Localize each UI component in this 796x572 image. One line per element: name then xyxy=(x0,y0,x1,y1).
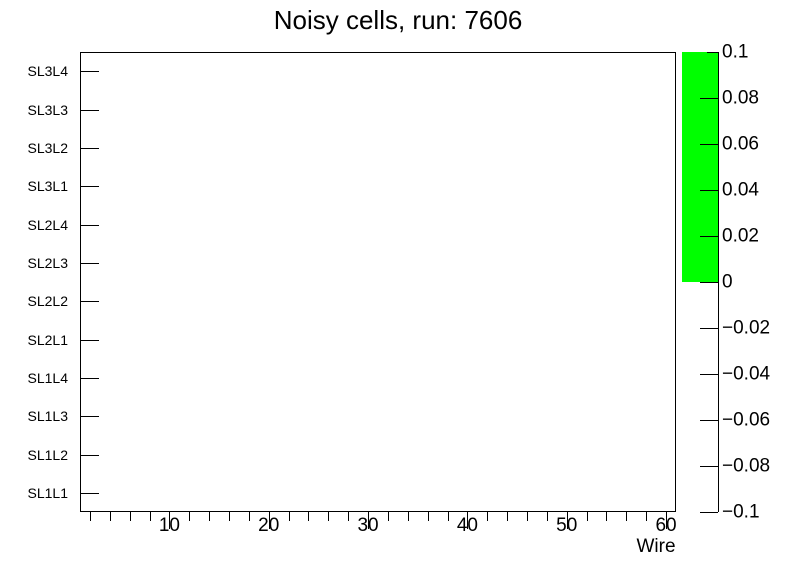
x-axis-title: Wire xyxy=(636,536,676,557)
z-axis-tick-label: 0 xyxy=(722,271,733,293)
z-axis-tick-label: 0.02 xyxy=(722,225,759,247)
y-axis-tick-label: SL3L3 xyxy=(27,101,68,118)
y-axis-tick-mark xyxy=(80,224,99,226)
z-axis-tick-label: −0.1 xyxy=(722,501,760,523)
z-axis-tick-mark xyxy=(700,512,718,513)
y-axis-tick-mark xyxy=(80,147,99,149)
x-axis-minor-tick xyxy=(149,512,151,521)
y-axis-tick-mark xyxy=(80,492,99,494)
x-axis-tick-label: 10 xyxy=(158,515,180,536)
x-axis-major-tick xyxy=(566,512,568,529)
y-axis-tick-label: SL3L1 xyxy=(27,178,68,195)
y-axis-tick-label: SL2L4 xyxy=(27,216,68,233)
x-axis-minor-tick xyxy=(129,512,131,521)
palette-negative-band xyxy=(682,282,718,512)
y-axis-tick-label: SL2L2 xyxy=(27,293,68,310)
y-axis-tick-mark xyxy=(80,454,99,456)
x-axis-tick-label: 60 xyxy=(655,515,677,536)
y-axis-tick-label: SL3L2 xyxy=(27,139,68,156)
palette-positive-band xyxy=(682,52,718,282)
z-axis-tick-label: 0.08 xyxy=(722,87,759,109)
y-axis-tick-label: SL1L4 xyxy=(27,369,68,386)
z-axis-tick-mark xyxy=(700,236,718,237)
z-axis-tick-mark xyxy=(700,420,718,421)
y-axis-tick-mark xyxy=(80,262,99,264)
color-palette[interactable] xyxy=(682,52,718,512)
z-axis-tick-mark xyxy=(700,374,718,375)
x-axis-tick-label: 30 xyxy=(357,515,379,536)
z-axis-tick-label: −0.02 xyxy=(722,317,771,339)
z-axis-tick-label: 0.1 xyxy=(722,41,749,63)
y-axis-tick-mark xyxy=(80,109,99,111)
z-axis-tick-label: 0.04 xyxy=(722,179,759,201)
x-axis-minor-tick xyxy=(646,512,648,521)
y-axis-tick-mark xyxy=(80,301,99,303)
x-axis-minor-tick xyxy=(328,512,330,521)
y-axis-tick-label: SL2L3 xyxy=(27,254,68,271)
x-axis-major-tick xyxy=(268,512,270,529)
y-axis-tick-label: SL1L1 xyxy=(27,484,68,501)
x-axis-minor-tick xyxy=(447,512,449,521)
x-axis-tick-label: 40 xyxy=(456,515,478,536)
z-axis-line xyxy=(718,52,719,512)
z-axis-tick-mark xyxy=(700,190,718,191)
x-axis-minor-tick xyxy=(546,512,548,521)
y-axis-tick-mark xyxy=(80,186,99,188)
x-axis-minor-tick xyxy=(229,512,230,521)
z-axis-tick-mark xyxy=(700,466,718,467)
x-axis-minor-tick xyxy=(348,512,350,521)
histogram-surface[interactable] xyxy=(81,53,675,511)
x-axis-minor-tick xyxy=(387,512,389,521)
y-axis-labels: SL3L4 SL3L3 SL3L2 SL3L1 SL2L4 SL2L3 SL2L2 SL2L1… xyxy=(0,52,74,512)
y-axis-tick-label: SL2L1 xyxy=(27,331,68,348)
x-axis-minor-tick xyxy=(527,512,528,521)
x-axis-minor-tick xyxy=(606,512,608,521)
x-axis-minor-tick xyxy=(308,512,310,521)
x-axis-minor-tick xyxy=(407,512,409,521)
y-axis-tick-label: SL3L4 xyxy=(27,63,68,80)
x-axis-minor-tick xyxy=(248,512,250,521)
z-axis-tick-label: −0.04 xyxy=(722,363,771,385)
y-axis-tick-mark xyxy=(80,416,99,418)
x-axis-tick-label: 50 xyxy=(556,515,578,536)
x-axis-minor-tick xyxy=(189,512,191,521)
x-axis-major-tick xyxy=(467,512,469,529)
x-axis-major-tick xyxy=(666,512,668,529)
x-axis-minor-tick xyxy=(89,512,91,521)
x-axis-tick-label: 20 xyxy=(258,515,280,536)
x-axis-minor-tick xyxy=(507,512,509,521)
x-axis-major-tick xyxy=(169,512,171,529)
z-axis-tick-mark xyxy=(707,52,718,53)
z-axis-tick-label: 0.06 xyxy=(722,133,759,155)
y-axis-tick-mark xyxy=(80,71,99,73)
x-axis-minor-tick xyxy=(586,512,588,521)
z-axis-tick-mark xyxy=(700,282,718,283)
x-axis-minor-tick xyxy=(209,512,211,521)
x-axis-minor-tick xyxy=(487,512,489,521)
z-axis-tick-mark xyxy=(700,144,718,145)
y-axis-tick-label: SL1L2 xyxy=(27,446,68,463)
x-axis-minor-tick xyxy=(288,512,290,521)
z-axis-tick-mark xyxy=(700,98,718,99)
x-axis-major-tick xyxy=(368,512,370,529)
plot-frame[interactable] xyxy=(80,52,676,512)
y-axis-tick-mark xyxy=(80,339,99,341)
x-axis-minor-tick xyxy=(626,512,628,521)
z-axis-tick-mark xyxy=(700,328,718,329)
page-title: Noisy cells, run: 7606 xyxy=(273,5,523,35)
x-axis-minor-tick xyxy=(109,512,111,521)
y-axis-tick-mark xyxy=(80,377,99,379)
x-axis-minor-tick xyxy=(427,512,429,521)
z-axis-tick-label: −0.06 xyxy=(722,409,771,431)
z-axis-tick-label: −0.08 xyxy=(722,455,771,477)
y-axis-tick-label: SL1L3 xyxy=(27,408,68,425)
